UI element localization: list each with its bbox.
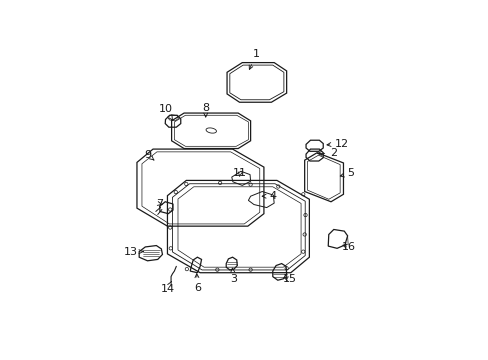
Text: 1: 1 [249,49,259,69]
Text: 14: 14 [160,282,174,294]
Text: 16: 16 [341,242,355,252]
Text: 6: 6 [194,274,201,293]
Text: 10: 10 [158,104,172,120]
Text: 12: 12 [326,139,348,149]
Text: 4: 4 [262,191,276,201]
Text: 3: 3 [229,268,237,284]
Text: 8: 8 [202,103,209,117]
Text: 2: 2 [317,148,337,158]
Text: 15: 15 [283,274,296,284]
Text: 11: 11 [233,168,246,178]
Text: 5: 5 [340,168,354,179]
Text: 13: 13 [123,247,143,257]
Text: 7: 7 [156,199,163,209]
Text: 9: 9 [143,150,154,160]
